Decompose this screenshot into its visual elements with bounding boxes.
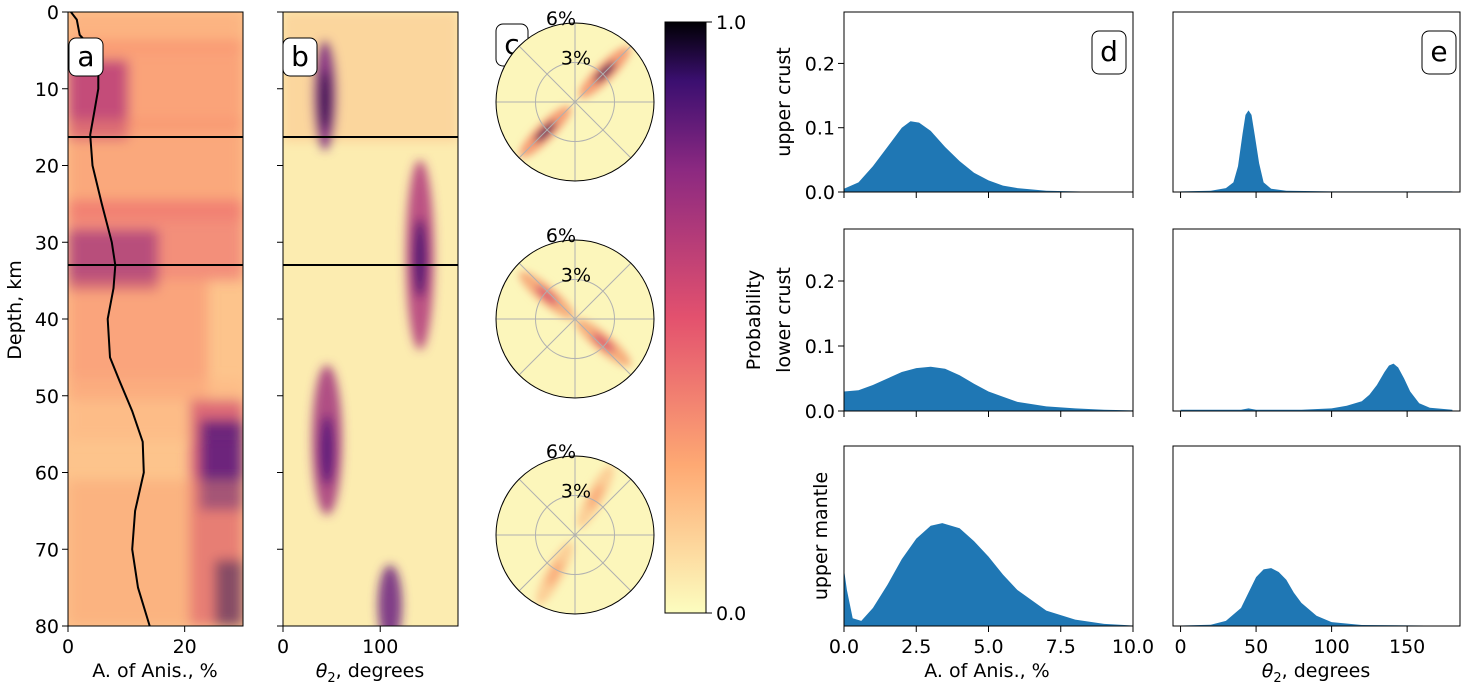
panel-e-row-2 [1172,228,1461,417]
polar-spoke [518,262,632,376]
panel-e-label: e [1430,35,1447,68]
panel-d-ytick-label: 0.0 [805,182,835,204]
panel-a-ytick-label: 70 [35,539,59,561]
panel-d-xlabel: A. of Anis., % [924,660,1050,682]
panel-d-ytick-label: 0.2 [805,53,835,75]
panel-e-frame-1 [1172,11,1461,193]
colorbar: 1.0 0.0 [664,12,746,625]
polar-ring-label-outer: 6% [546,225,576,247]
polar-ring-label-outer: 6% [546,8,576,30]
panel-d-row-1: 0.0 0.1 0.2 [805,11,1134,204]
panel-a-heatmap: a 0 10 20 30 40 50 60 70 80 0 20 A. of Anis., % D… [4,2,244,682]
panel-b-y-ticks [277,11,283,627]
panel-e-area-3 [1180,568,1453,626]
panel-b-xtick-label: 0 [277,636,289,658]
polar-density [536,464,614,606]
panel-d-area-2 [844,366,1133,411]
polar-frame [495,455,655,615]
panel-a-ytick-label: 40 [35,309,59,331]
panel-e-xtick-label: 50 [1244,636,1268,658]
panel-e-frame-3 [1172,445,1461,627]
panel-d-histograms: 0.0 0.1 0.2 0.0 0.1 0.2 0.0 2.5 5.0 7.5 10.0 [805,11,1154,658]
panel-d-area-1 [844,121,1133,192]
panel-d-xtick-label: 10.0 [1112,636,1154,658]
row-label-upper-mantle: upper mantle [810,472,832,600]
panel-b-density [283,12,458,626]
panel-d-label-box: d [1091,30,1127,75]
probability-label: Probability [743,270,765,370]
colorbar-max-label: 1.0 [716,12,746,34]
panel-e-frame-2 [1172,228,1461,412]
panel-e-row-1 [1172,11,1461,198]
polar-rose-2: 6% 3% [495,225,655,399]
panel-e-area-1 [1180,110,1453,192]
panel-e-xtick-label: 100 [1313,636,1349,658]
panel-b-label: b [291,40,309,73]
polar-spoke [518,478,632,592]
panel-d-xtick-label: 0.0 [829,636,859,658]
panel-d-ytick-label: 0.2 [805,271,835,293]
panel-e-row-3: 0 50 100 150 [1172,445,1461,658]
panel-a-label-box: a [68,37,104,77]
panel-e-xtick-label: 150 [1389,636,1425,658]
panel-a-ytick-label: 80 [35,616,59,638]
colorbar-min-label: 0.0 [716,603,746,625]
polar-frame [495,22,655,182]
panel-a-ytick-label: 30 [35,232,59,254]
panel-d-row-2: 0.0 0.1 0.2 [805,228,1134,423]
row-label-lower-crust: lower crust [773,267,795,373]
panel-e-xtick-label: 0 [1175,636,1187,658]
polar-ring-label-inner: 3% [561,265,591,287]
panel-a-ylabel: Depth, km [4,260,26,359]
panel-a-xtick-label: 0 [62,636,74,658]
panel-e-area-2 [1180,363,1453,411]
panel-d-ytick-label: 0.1 [805,336,835,358]
colorbar-gradient [664,21,707,614]
panel-d-xtick-label: 5.0 [973,636,1003,658]
panel-b-xlabel: θ2, degrees [316,660,424,686]
panel-a-ytick-label: 50 [35,386,59,408]
panel-b-heatmap: b 0 100 θ2, degrees [277,11,459,686]
polar-ring-label-outer: 6% [546,441,576,463]
panel-e-xlabel: θ2, degrees [1262,660,1370,686]
panel-a-xtick-label: 20 [173,636,197,658]
panel-e-histograms: 0 50 100 150 [1172,11,1461,658]
panel-d-area-3 [844,523,1133,626]
polar-rose-3: 6% 3% [495,441,655,615]
panel-d-ytick-label: 0.0 [805,401,835,423]
panel-b-x-ticks: 0 100 [277,626,398,658]
panel-b-xtick-label: 100 [362,636,398,658]
polar-density [518,271,632,367]
row-label-upper-crust: upper crust [773,47,795,156]
panel-d-label: d [1100,35,1118,68]
panel-d-xtick-label: 2.5 [901,636,931,658]
panel-a-density [68,12,243,626]
panel-a-xlabel: A. of Anis., % [92,660,218,682]
panel-d-xtick-label: 7.5 [1046,636,1076,658]
panel-b-label-box: b [282,37,318,77]
panel-a-ytick-label: 0 [47,2,59,24]
polar-ring-label-inner: 3% [561,481,591,503]
panel-c-polar: c 6%3%6%3%6%3% [495,8,655,615]
panel-a-y-ticks: 0 10 20 30 40 50 60 70 80 [35,2,68,638]
polar-frame [495,239,655,399]
polar-spoke [518,45,632,159]
panel-a-x-ticks: 0 20 [62,626,197,658]
panel-d-ytick-label: 0.1 [805,118,835,140]
panel-a-label: a [77,40,94,73]
panel-c-roses: 6% 3% 6% 3% 6% 3% [495,8,655,615]
panel-a-ytick-label: 10 [35,79,59,101]
panel-e-label-box: e [1421,30,1457,75]
polar-ring-label-inner: 3% [561,48,591,70]
polar-rose-1: 6% 3% [495,8,655,182]
panel-d-row-3: 0.0 2.5 5.0 7.5 10.0 [829,445,1154,658]
panel-a-ytick-label: 60 [35,463,59,485]
panel-a-ytick-label: 20 [35,156,59,178]
